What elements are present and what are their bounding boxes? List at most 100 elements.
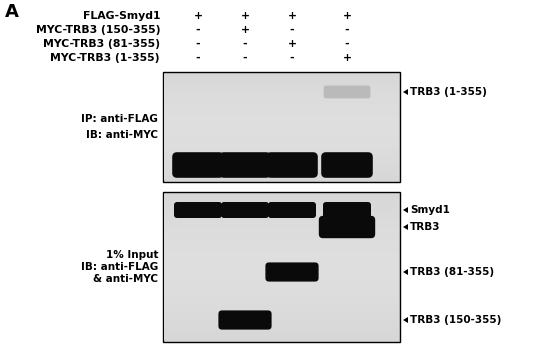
Bar [164, 120, 399, 121]
Bar [164, 154, 399, 155]
Bar [164, 156, 399, 157]
Bar [164, 106, 399, 107]
Bar [164, 130, 399, 131]
Polygon shape [403, 207, 408, 213]
Bar [164, 308, 399, 309]
Text: MYC-TRB3 (1-355): MYC-TRB3 (1-355) [50, 53, 160, 63]
Bar [164, 195, 399, 196]
Polygon shape [403, 269, 408, 275]
Bar [164, 322, 399, 323]
Bar [164, 146, 399, 147]
Bar [164, 329, 399, 330]
Text: FLAG-Smyd1: FLAG-Smyd1 [82, 11, 160, 21]
Bar [164, 121, 399, 122]
Text: TRB3 (81-355): TRB3 (81-355) [410, 267, 494, 277]
FancyBboxPatch shape [266, 262, 319, 282]
Bar [164, 211, 399, 212]
Bar [164, 309, 399, 310]
Bar [164, 129, 399, 130]
Bar [164, 104, 399, 105]
Bar [164, 324, 399, 325]
Bar [164, 242, 399, 243]
Text: -: - [196, 25, 200, 35]
Bar [164, 294, 399, 295]
FancyBboxPatch shape [219, 310, 272, 330]
FancyBboxPatch shape [219, 152, 271, 178]
Text: TRB3: TRB3 [410, 222, 440, 232]
Bar [164, 337, 399, 338]
Bar [164, 304, 399, 305]
Bar [164, 236, 399, 237]
FancyBboxPatch shape [221, 202, 269, 218]
Bar [164, 212, 399, 213]
Bar [164, 124, 399, 125]
Bar [164, 229, 399, 230]
Bar [164, 297, 399, 298]
Bar [164, 205, 399, 206]
Bar [164, 222, 399, 223]
Bar [164, 231, 399, 232]
Bar [164, 303, 399, 304]
Bar [164, 280, 399, 281]
Bar [164, 251, 399, 252]
Bar [164, 86, 399, 87]
Bar [164, 165, 399, 166]
Bar [164, 198, 399, 199]
Text: +: + [288, 11, 296, 21]
Bar [164, 78, 399, 79]
Bar [164, 113, 399, 114]
Bar [164, 310, 399, 311]
Bar [164, 210, 399, 211]
Bar [164, 101, 399, 102]
Bar [164, 237, 399, 238]
Bar [164, 333, 399, 334]
Bar [164, 162, 399, 163]
Bar [164, 98, 399, 99]
Text: +: + [241, 11, 250, 21]
Text: MYC-TRB3 (150-355): MYC-TRB3 (150-355) [35, 25, 160, 35]
Bar [164, 256, 399, 257]
Bar [164, 153, 399, 154]
Bar [164, 94, 399, 95]
Bar [164, 230, 399, 231]
Bar [164, 223, 399, 224]
Bar [164, 174, 399, 175]
Bar [164, 286, 399, 287]
Bar [164, 247, 399, 248]
Bar [164, 239, 399, 240]
Text: IP: anti-FLAG: IP: anti-FLAG [81, 114, 158, 124]
Bar [164, 270, 399, 271]
Bar [164, 335, 399, 336]
Text: +: + [241, 25, 250, 35]
Bar [164, 117, 399, 118]
Bar [164, 79, 399, 80]
Bar [164, 253, 399, 254]
Bar [164, 164, 399, 165]
Bar [164, 147, 399, 148]
Bar [164, 99, 399, 100]
Bar [164, 201, 399, 202]
Bar [164, 221, 399, 222]
Bar [164, 132, 399, 133]
Text: +: + [342, 11, 352, 21]
FancyBboxPatch shape [266, 152, 318, 178]
Bar [164, 97, 399, 98]
Bar [164, 200, 399, 201]
Bar [164, 316, 399, 317]
Bar [164, 88, 399, 89]
Bar [164, 75, 399, 76]
Bar [164, 298, 399, 299]
Bar [164, 220, 399, 221]
Bar [164, 215, 399, 216]
Bar [164, 232, 399, 233]
Polygon shape [403, 89, 408, 95]
Bar [164, 227, 399, 228]
Bar [164, 261, 399, 262]
Bar [164, 292, 399, 293]
Bar [164, 243, 399, 244]
Bar [164, 209, 399, 210]
Bar [164, 133, 399, 134]
Bar [164, 327, 399, 328]
Bar [164, 127, 399, 128]
Bar [164, 334, 399, 335]
